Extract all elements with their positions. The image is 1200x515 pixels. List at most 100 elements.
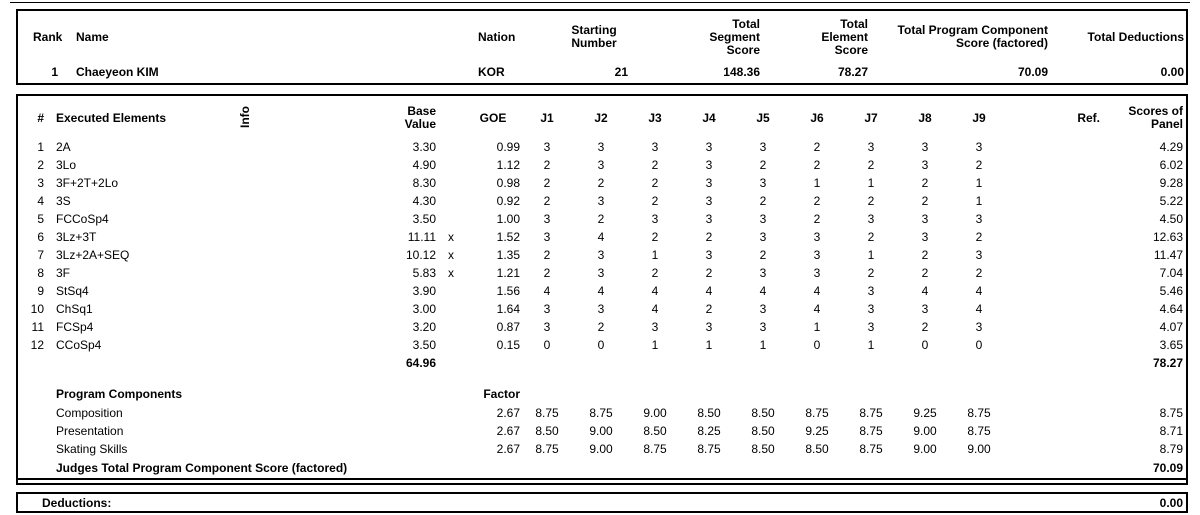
element-num: 2	[37, 157, 44, 172]
base-value-col-header: Base Value	[404, 104, 436, 131]
judge-score-cell: 1	[813, 319, 821, 334]
spacer	[18, 372, 1186, 384]
credit-mark-cell	[436, 336, 466, 354]
judge-score-cell: 2	[543, 247, 551, 262]
judge-score-cell: 2	[543, 193, 551, 208]
panel-score-cell: 4.64	[1159, 301, 1183, 316]
empty-cell	[18, 384, 44, 404]
panel-score-cell: 5.46	[1159, 283, 1183, 298]
empty-cell	[18, 458, 44, 480]
panel-score-cell: 11.47	[1153, 247, 1183, 262]
component-judge-cell: 8.75	[859, 405, 883, 420]
component-judge-cell: 8.50	[805, 441, 829, 456]
ref-cell	[1006, 138, 1100, 156]
panel-score-cell: 6.02	[1159, 157, 1183, 172]
component-judge-cell: 9.00	[643, 405, 667, 420]
goe-cell: 1.00	[496, 211, 520, 226]
component-judge-cell: 8.50	[643, 423, 667, 438]
empty-cell	[436, 440, 466, 458]
goe-cell: 1.64	[496, 301, 520, 316]
total-segment-score-label: Total Segment Score	[709, 16, 760, 57]
judge-score-cell: 3	[543, 301, 551, 316]
element-num: 12	[30, 337, 44, 352]
judge1-col-header: J1	[540, 110, 554, 125]
judge-score-cell: 2	[543, 157, 551, 172]
judge-score-cell: 2	[975, 229, 983, 244]
judge-score-cell: 4	[813, 301, 821, 316]
goe-col-header: GOE	[479, 110, 507, 125]
ref-cell	[1006, 300, 1100, 318]
ref-cell	[1006, 174, 1100, 192]
judge-score-cell: 3	[759, 175, 767, 190]
credit-mark-cell	[436, 282, 466, 300]
element-name: CCoSp4	[56, 337, 102, 352]
component-judge-cell: 8.75	[589, 405, 613, 420]
judge-score-cell: 3	[705, 139, 713, 154]
base-value-cell: 11.11	[407, 229, 436, 244]
judge-score-cell: 3	[759, 319, 767, 334]
program-components-title: Program Components	[56, 386, 183, 401]
component-factor: 2.67	[496, 405, 520, 420]
judge-score-cell: 0	[543, 337, 551, 352]
judge-score-cell: 3	[813, 247, 821, 262]
component-judge-cell: 9.00	[589, 423, 613, 438]
judge-score-cell: 3	[921, 157, 929, 172]
judge-score-cell: 2	[759, 157, 767, 172]
judge-score-cell: 2	[705, 229, 713, 244]
credit-mark-cell: x	[448, 229, 454, 244]
element-num: 8	[37, 265, 44, 280]
empty-cell	[18, 354, 44, 372]
judge-score-cell: 3	[543, 319, 551, 334]
component-factor: 2.67	[496, 441, 520, 456]
judge-score-cell: 2	[975, 157, 983, 172]
component-judge-cell: 8.75	[805, 405, 829, 420]
element-num: 5	[37, 211, 44, 226]
judge-score-cell: 1	[813, 175, 821, 190]
top-rule	[10, 2, 1190, 3]
info-cell	[230, 246, 260, 264]
elements-table: # Executed Elements Info Base Value GOE …	[18, 96, 1186, 480]
judge-score-cell: 3	[705, 157, 713, 172]
goe-cell: 0.99	[496, 139, 520, 154]
judge-score-cell: 2	[705, 265, 713, 280]
component-judge-cell: 9.25	[805, 423, 829, 438]
judge2-col-header: J2	[594, 110, 608, 125]
judge-score-cell: 3	[921, 211, 929, 226]
component-judge-cell: 8.25	[697, 423, 721, 438]
judge4-col-header: J4	[702, 110, 716, 125]
component-judge-cell: 8.75	[967, 405, 991, 420]
judge-score-cell: 3	[705, 319, 713, 334]
credit-mark-cell	[436, 174, 466, 192]
judge-score-cell: 1	[975, 175, 983, 190]
starting-number-label: Starting Number	[571, 23, 617, 50]
judge-score-cell: 3	[597, 265, 605, 280]
credit-mark-cell	[436, 210, 466, 228]
base-value-cell: 10.12	[405, 247, 436, 262]
empty-cell	[436, 422, 466, 440]
element-row: 9 StSq4 3.90 1.56 4 4 4 4 4 4 3 4 4 5.46	[18, 282, 1186, 300]
total-deductions-label: Total Deductions	[1087, 29, 1184, 44]
judge-score-cell: 2	[975, 265, 983, 280]
element-num: 7	[37, 247, 44, 262]
judge-score-cell: 2	[813, 211, 821, 226]
element-num: 9	[37, 283, 44, 298]
judge-score-cell: 3	[543, 211, 551, 226]
component-judge-cell: 9.00	[589, 441, 613, 456]
component-judge-cell: 8.50	[751, 441, 775, 456]
judge-score-cell: 4	[543, 283, 551, 298]
judge-score-cell: 2	[921, 265, 929, 280]
element-num: 6	[37, 229, 44, 244]
info-col-header: Info	[230, 96, 260, 138]
judge-score-cell: 4	[651, 283, 659, 298]
component-panel-score: 8.79	[1159, 441, 1183, 456]
judge-score-cell: 2	[759, 247, 767, 262]
judges-total-label: Judges Total Program Component Score (fa…	[44, 458, 1006, 480]
skater-name: Chaeyeon KIM	[76, 65, 159, 79]
judge-score-cell: 3	[759, 229, 767, 244]
judge-score-cell: 2	[651, 265, 659, 280]
empty-cell	[436, 404, 466, 422]
credit-mark-cell	[436, 192, 466, 210]
judge-score-cell: 0	[597, 337, 605, 352]
ref-cell	[1006, 282, 1100, 300]
factor-label: Factor	[483, 386, 520, 401]
